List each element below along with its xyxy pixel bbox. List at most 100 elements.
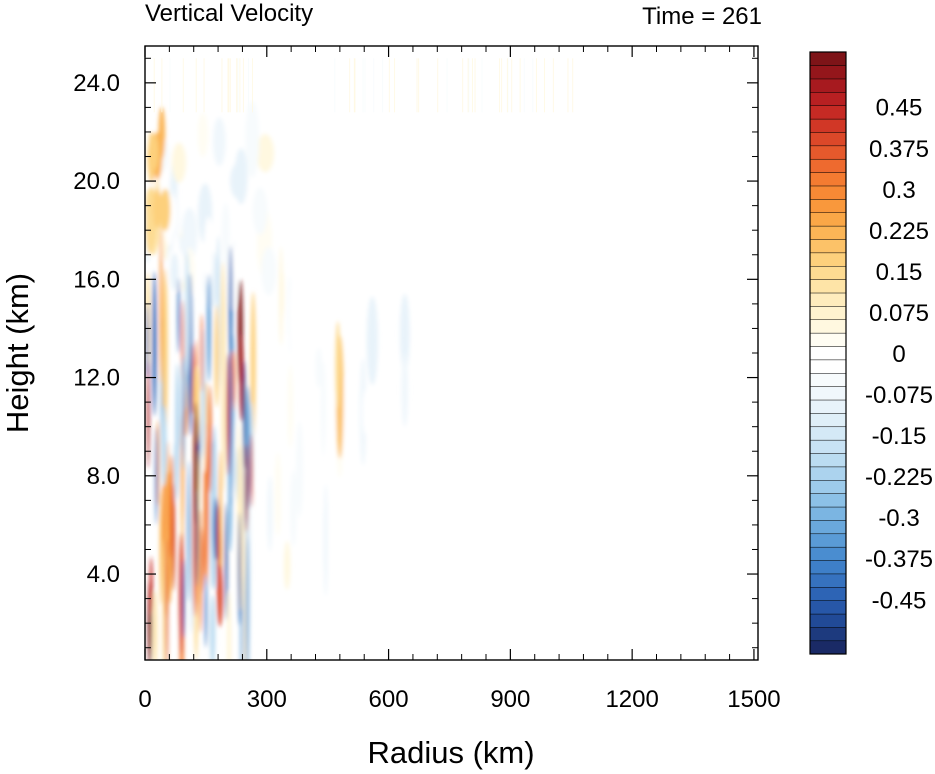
colorbar-swatch xyxy=(809,252,847,267)
velocity-cell xyxy=(274,452,282,536)
velocity-cell xyxy=(221,203,230,266)
colorbar-label: 0.075 xyxy=(869,300,929,327)
velocity-cell xyxy=(170,253,179,291)
upper-streak xyxy=(248,58,249,113)
velocity-cell xyxy=(227,591,231,660)
y-tick-label: 12.0 xyxy=(73,365,120,392)
colorbar-swatch xyxy=(809,626,847,642)
colorbar-swatch xyxy=(809,372,847,387)
velocity-cell xyxy=(335,321,341,410)
colorbar-swatch xyxy=(809,600,847,615)
velocity-cell xyxy=(313,462,318,555)
colorbar-label: 0.45 xyxy=(876,95,923,122)
upper-streak xyxy=(354,58,356,113)
upper-streak xyxy=(462,58,464,113)
colorbar-swatch xyxy=(809,466,847,481)
upper-streak xyxy=(394,58,396,113)
upper-streak xyxy=(467,58,469,113)
upper-streak xyxy=(416,58,418,113)
velocity-cell xyxy=(204,574,208,648)
velocity-cell xyxy=(159,490,163,606)
velocity-cell xyxy=(244,443,249,533)
velocity-cell xyxy=(162,538,166,660)
velocity-cell xyxy=(165,538,169,660)
velocity-cell xyxy=(187,460,191,602)
velocity-cell xyxy=(243,360,246,469)
upper-streak xyxy=(236,58,238,113)
upper-streak xyxy=(567,58,569,113)
upper-streak xyxy=(501,58,503,113)
upper-streak xyxy=(532,58,534,113)
upper-streak xyxy=(437,58,439,113)
y-tick-label: 8.0 xyxy=(87,463,120,490)
velocity-cell xyxy=(224,502,228,621)
upper-streak xyxy=(349,58,351,113)
colorbar-swatch xyxy=(809,265,847,280)
velocity-cell xyxy=(238,512,241,626)
velocity-cell xyxy=(218,450,222,596)
upper-streak xyxy=(153,58,155,113)
upper-streak xyxy=(237,58,239,113)
upper-streak xyxy=(506,58,508,113)
colorbar-swatch xyxy=(809,560,847,575)
y-tick-label: 16.0 xyxy=(73,266,120,293)
colorbar-swatch xyxy=(809,426,847,441)
colorbar-swatch xyxy=(809,212,847,227)
velocity-cell xyxy=(182,559,185,638)
upper-streak xyxy=(239,58,241,113)
velocity-cell xyxy=(197,448,200,605)
x-tick-label: 600 xyxy=(369,686,409,713)
upper-streak xyxy=(364,58,366,113)
upper-streak xyxy=(373,58,375,113)
colorbar-swatch xyxy=(809,386,847,401)
upper-streak xyxy=(468,58,470,113)
colorbar-swatch xyxy=(809,292,847,307)
velocity-cell xyxy=(307,552,315,632)
colorbar-swatch xyxy=(809,132,847,147)
colorbar-swatch xyxy=(809,506,847,521)
colorbar: 0.45 0.375 0.3 0.225 0.15 0.075 0 -0.075 -0.15 -0… xyxy=(809,51,933,655)
colorbar-frame xyxy=(809,51,847,655)
y-tick-label: 24.0 xyxy=(73,70,120,97)
velocity-cell xyxy=(366,296,379,385)
y-tick-label: 4.0 xyxy=(87,561,120,588)
velocity-cell xyxy=(197,112,208,157)
velocity-cell xyxy=(245,100,260,178)
upper-streak xyxy=(228,58,230,113)
velocity-cell xyxy=(214,304,219,408)
velocity-cells xyxy=(145,100,410,660)
velocity-cell xyxy=(153,590,158,660)
velocity-cell xyxy=(343,376,351,476)
colorbar-swatch xyxy=(809,185,847,200)
velocity-cell xyxy=(267,475,273,552)
x-tick-label: 300 xyxy=(247,686,287,713)
upper-streak xyxy=(474,58,476,113)
velocity-cell xyxy=(362,389,370,435)
velocity-cell xyxy=(162,268,168,440)
colorbar-swatch xyxy=(809,305,847,321)
upper-streak xyxy=(203,58,205,113)
x-tick-label: 1200 xyxy=(605,686,658,713)
colorbar-label: 0 xyxy=(892,341,905,368)
upper-streak xyxy=(519,58,521,113)
colorbar-label: -0.225 xyxy=(865,464,933,491)
chart-title: Vertical Velocity xyxy=(145,0,313,27)
velocity-cell xyxy=(184,251,190,376)
upper-streak xyxy=(161,58,163,113)
colorbar-swatch xyxy=(809,332,847,347)
colorbar-swatch xyxy=(809,51,847,66)
upper-streak xyxy=(552,58,554,113)
velocity-cell xyxy=(182,356,185,470)
colorbar-label: 0.225 xyxy=(869,218,929,245)
velocity-cell xyxy=(328,251,332,340)
colorbar-label: -0.375 xyxy=(865,546,933,573)
velocity-cell xyxy=(207,274,211,383)
upper-streak xyxy=(242,58,244,113)
colorbar-swatch xyxy=(809,573,847,588)
colorbar-label: -0.3 xyxy=(878,505,919,532)
colorbar-swatch xyxy=(809,158,847,173)
velocity-cell xyxy=(321,386,326,457)
velocity-cell xyxy=(210,594,216,660)
upper-streak xyxy=(353,58,355,113)
